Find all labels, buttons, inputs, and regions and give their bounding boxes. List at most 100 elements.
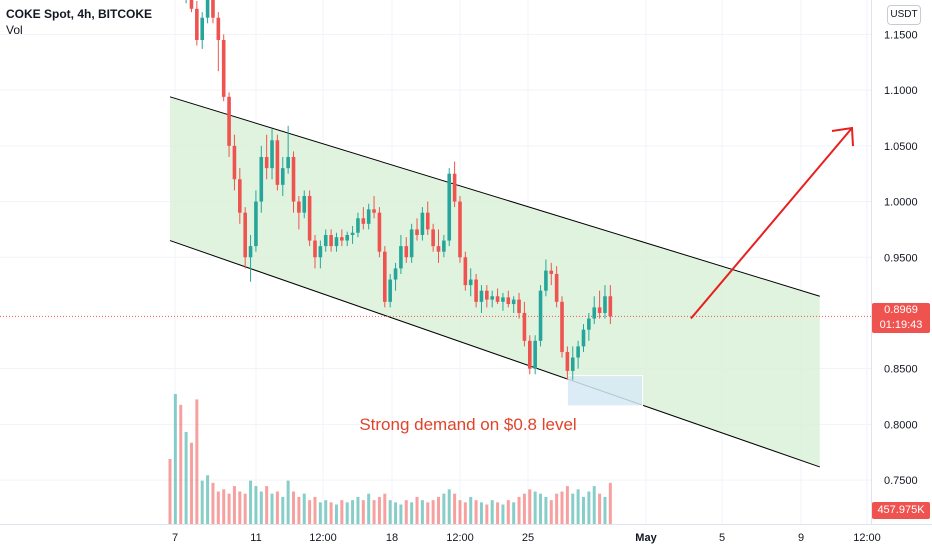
volume-bar bbox=[383, 493, 387, 524]
volume-bar bbox=[367, 493, 371, 524]
candle-body bbox=[409, 229, 414, 258]
demand-annotation[interactable]: Strong demand on $0.8 level bbox=[359, 415, 576, 434]
candle-body bbox=[291, 156, 296, 202]
volume-bar bbox=[410, 502, 414, 524]
volume-bar bbox=[533, 491, 537, 524]
volume-bar bbox=[351, 500, 355, 524]
candle-body bbox=[436, 246, 441, 252]
descending-channel[interactable] bbox=[170, 96, 820, 467]
candle-body bbox=[227, 96, 231, 146]
candle-body bbox=[372, 209, 376, 213]
candle-body bbox=[221, 39, 226, 97]
volume-bar bbox=[404, 500, 408, 524]
candle-body bbox=[485, 290, 489, 300]
volume-bar bbox=[555, 493, 559, 524]
volume-bar bbox=[426, 502, 430, 524]
demand-zone-box[interactable] bbox=[566, 375, 644, 407]
price-tick-label: 1.0000 bbox=[884, 197, 918, 209]
candle-body bbox=[350, 232, 355, 235]
volume-bar bbox=[249, 480, 253, 524]
candle-body bbox=[377, 212, 382, 252]
channel-upper-line[interactable] bbox=[169, 96, 820, 297]
symbol-title[interactable]: COKE Spot, 4h, BITCOKE bbox=[6, 7, 153, 21]
candle-body bbox=[270, 140, 274, 169]
volume-bar bbox=[377, 496, 381, 524]
candle-body bbox=[565, 351, 570, 371]
candle-body bbox=[431, 229, 435, 247]
volume-bar bbox=[474, 500, 478, 524]
volume-bar bbox=[168, 459, 172, 524]
candle-body bbox=[447, 173, 452, 241]
price-tick-label: 1.0500 bbox=[884, 141, 918, 153]
volume-bar bbox=[361, 500, 365, 524]
volume-indicator-label[interactable]: Vol bbox=[6, 23, 23, 37]
volume-bar bbox=[415, 496, 419, 524]
volume-bar bbox=[281, 496, 285, 524]
candle-body bbox=[570, 357, 575, 371]
projection-arrow[interactable] bbox=[690, 126, 854, 320]
candle-body bbox=[216, 17, 221, 40]
candle-body bbox=[205, 0, 210, 18]
channel-lower-line[interactable] bbox=[169, 240, 820, 468]
candle-body bbox=[307, 195, 312, 241]
time-tick-label: 12:00 bbox=[446, 532, 474, 544]
candle-body bbox=[388, 279, 392, 302]
last-price-label: 0.8969 01:19:43 bbox=[872, 303, 930, 333]
candle-body bbox=[259, 156, 264, 202]
candles bbox=[185, 0, 613, 380]
price-tick-label: 0.8500 bbox=[884, 364, 918, 376]
candle-body bbox=[533, 340, 537, 369]
volume-bar bbox=[442, 493, 446, 524]
price-tick-label: 1.1500 bbox=[884, 29, 918, 41]
candle-body bbox=[243, 212, 247, 258]
volume-bar bbox=[522, 493, 526, 524]
candle-body bbox=[549, 270, 554, 274]
volume-bar bbox=[469, 496, 473, 524]
volume-bar bbox=[581, 496, 585, 524]
volume-bar bbox=[238, 491, 242, 524]
price-tick-label: 0.8000 bbox=[884, 419, 918, 431]
volume-bar bbox=[313, 496, 317, 524]
volume-bar bbox=[286, 480, 290, 524]
candle-body bbox=[597, 307, 602, 313]
candle-body bbox=[425, 212, 430, 230]
volume-bar bbox=[324, 500, 328, 524]
arrow-head bbox=[831, 126, 854, 147]
last-volume-label: 457.975K bbox=[872, 502, 930, 519]
candle-body bbox=[415, 229, 419, 235]
candle-body bbox=[538, 290, 543, 341]
volume-bar bbox=[200, 480, 204, 524]
candle-body bbox=[383, 251, 387, 302]
volume-bar bbox=[576, 489, 580, 524]
volume-bar bbox=[463, 502, 467, 524]
volume-bar bbox=[479, 502, 483, 524]
volume-bar bbox=[179, 404, 183, 524]
time-tick-label: 25 bbox=[522, 532, 534, 544]
time-axis[interactable]: 7 11 12:00 18 12:00 25 May 5 9 12:00 bbox=[172, 532, 881, 544]
time-tick-label: 7 bbox=[172, 532, 178, 544]
volume-bar bbox=[517, 496, 521, 524]
volume-bar bbox=[549, 500, 553, 524]
candle-body bbox=[458, 201, 462, 258]
candle-body bbox=[200, 17, 205, 40]
candle-body bbox=[468, 279, 473, 286]
price-axis[interactable]: 1.1500 1.1000 1.0500 1.0000 0.9500 0.8500 0.80… bbox=[884, 29, 918, 487]
volume-bar bbox=[173, 394, 177, 524]
candle-body bbox=[356, 218, 360, 233]
volume-bar bbox=[275, 491, 279, 524]
last-price-value: 0.8969 bbox=[884, 304, 918, 316]
time-tick-label: 9 bbox=[798, 532, 804, 544]
candle-body bbox=[592, 307, 597, 319]
volume-bar bbox=[598, 493, 602, 524]
candle-body bbox=[490, 296, 494, 300]
candle-body bbox=[511, 299, 516, 305]
volume-bar bbox=[565, 486, 569, 524]
arrow-shaft bbox=[690, 127, 853, 320]
volume-bar bbox=[265, 486, 269, 524]
candle-body bbox=[501, 297, 505, 302]
candle-body bbox=[420, 212, 425, 235]
candle-body bbox=[587, 318, 591, 330]
candle-body bbox=[560, 301, 564, 352]
currency-button[interactable]: USDT bbox=[887, 5, 921, 25]
